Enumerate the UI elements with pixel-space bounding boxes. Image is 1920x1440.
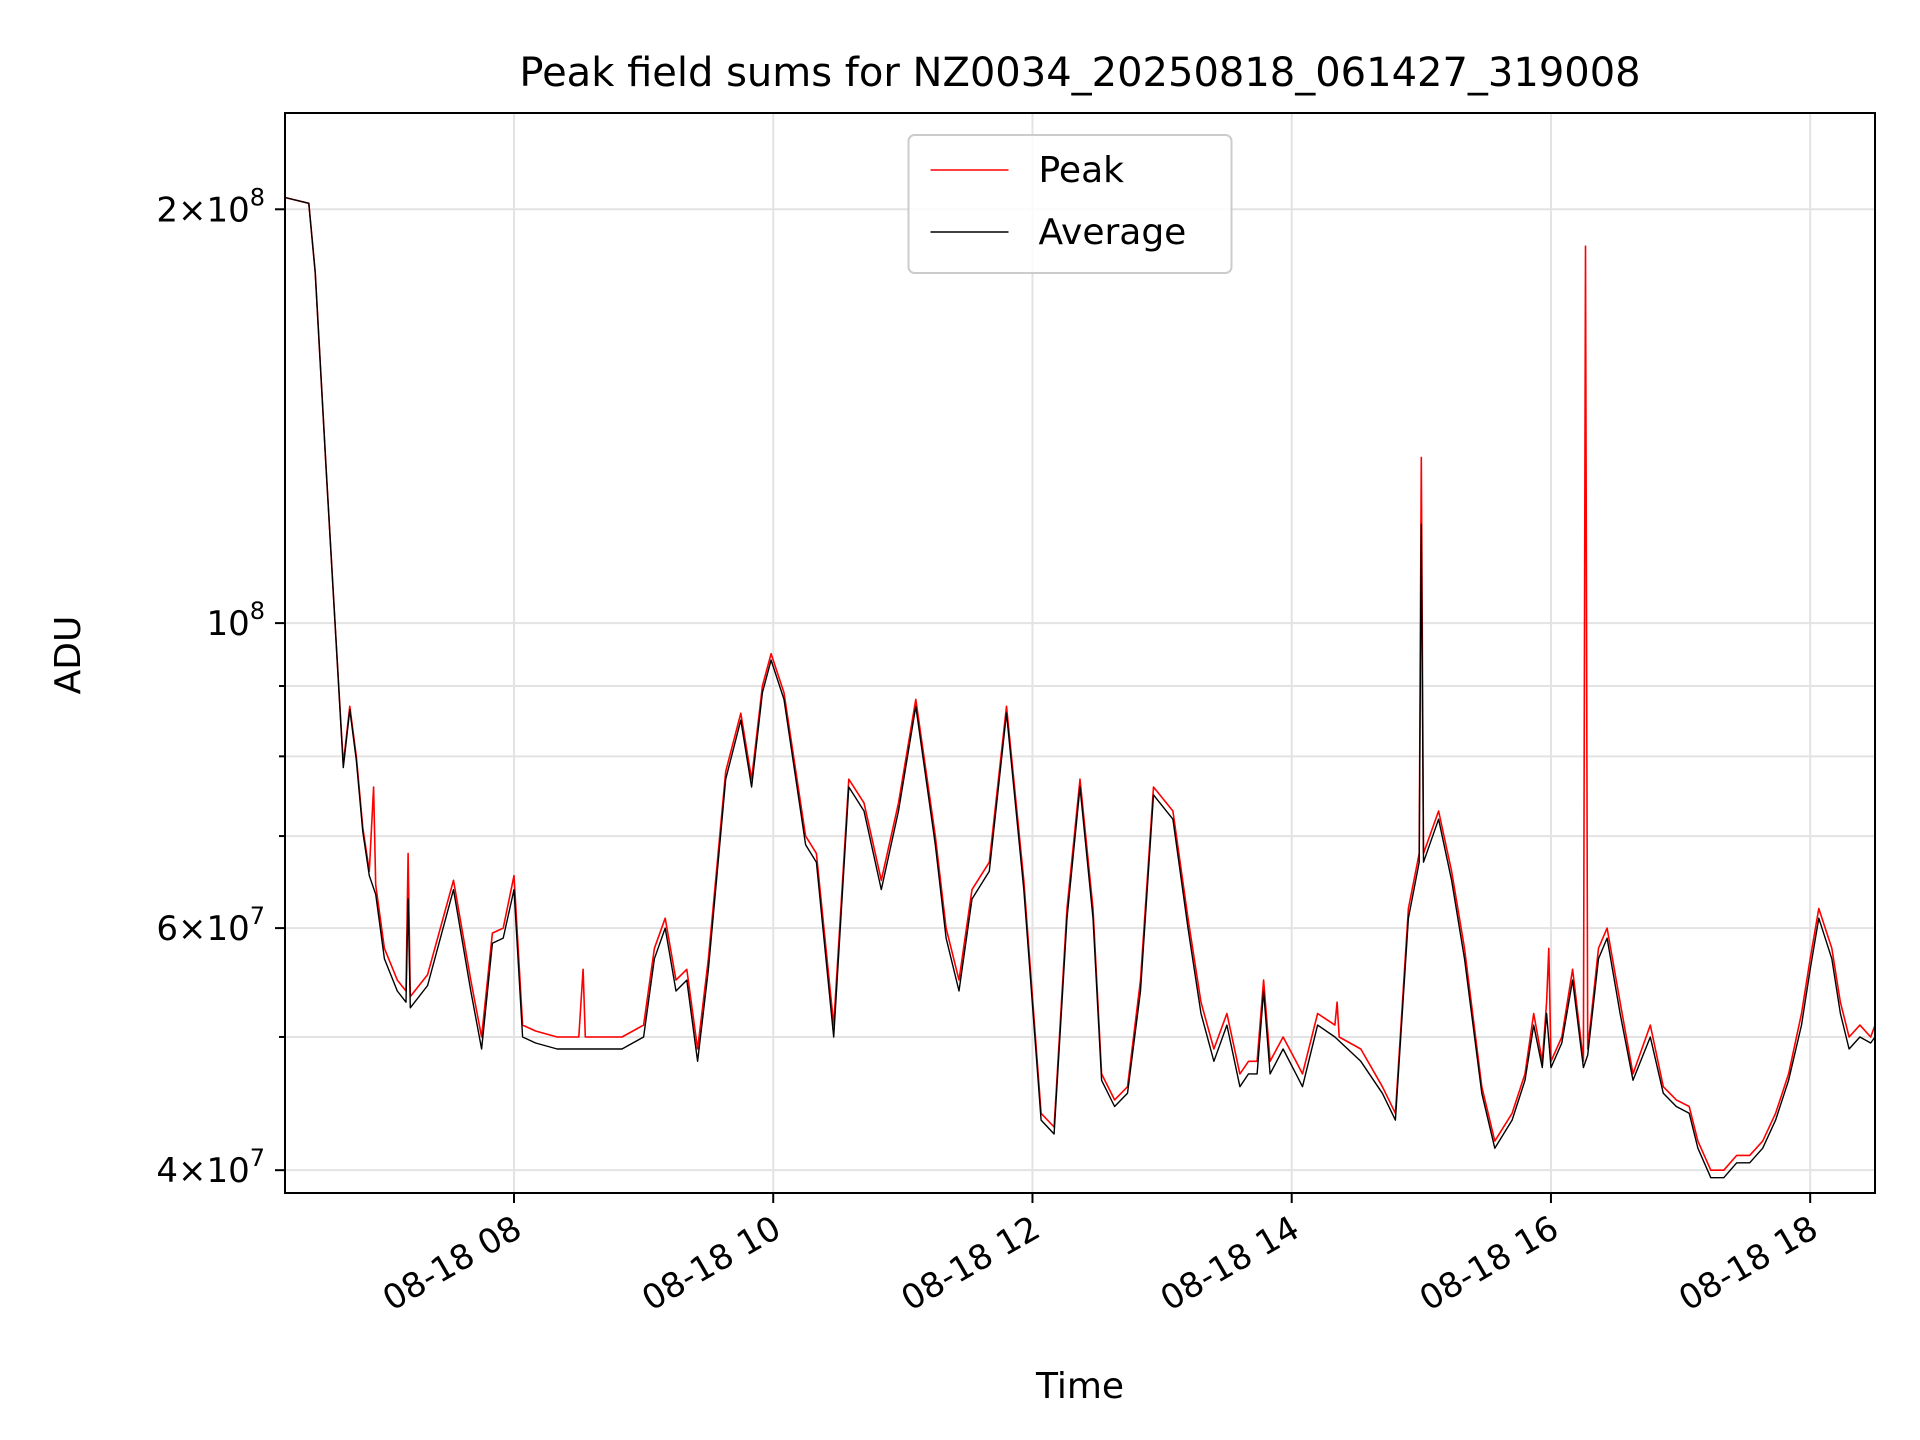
y-tick-label: 108 xyxy=(206,597,265,644)
plot-frame xyxy=(284,112,1876,1194)
series-line-average xyxy=(284,196,1876,1179)
y-axis-label: ADU xyxy=(48,616,89,695)
chart-title: Peak field sums for NZ0034_20250818_0614… xyxy=(519,50,1640,96)
legend-label-peak: Peak xyxy=(1039,150,1125,191)
legend: Peak Average xyxy=(907,134,1233,274)
series-line-peak xyxy=(284,196,1876,1171)
x-axis-label: Time xyxy=(1035,1366,1124,1407)
y-tick-label: 6×107 xyxy=(156,902,265,949)
y-tick-label: 4×107 xyxy=(156,1144,265,1191)
y-tick-label: 2×108 xyxy=(156,183,265,230)
series-layer xyxy=(284,196,1876,1179)
legend-label-average: Average xyxy=(1039,212,1187,253)
